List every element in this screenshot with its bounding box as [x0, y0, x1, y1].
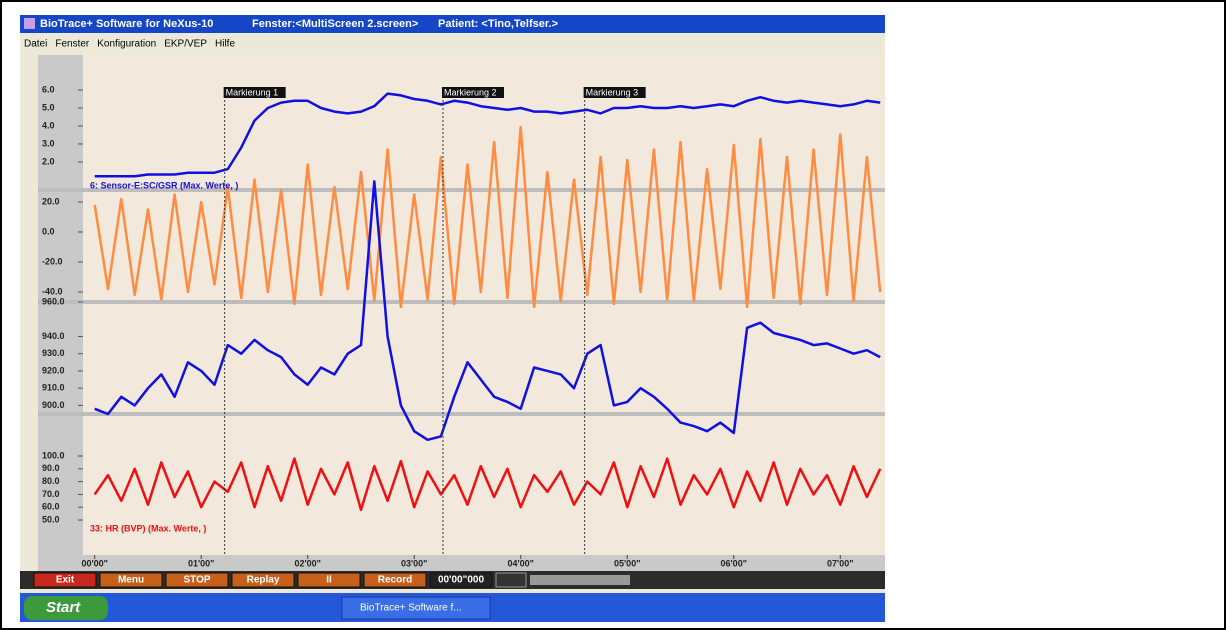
- toolbar-button[interactable]: [99, 572, 163, 588]
- task-button[interactable]: [341, 596, 491, 620]
- time-strip: [38, 555, 885, 571]
- toolbar-label[interactable]: II: [326, 575, 332, 586]
- y-tick-label: 0.0: [42, 226, 55, 236]
- toolbar-button[interactable]: [165, 572, 229, 588]
- window-screen: Fenster:<MultiScreen 2.screen>: [252, 18, 418, 30]
- x-tick-label: 00'00": [81, 558, 107, 568]
- menu-item[interactable]: Konfiguration: [97, 39, 156, 50]
- y-tick-label: 900.0: [42, 400, 65, 410]
- marker-label: Markierung 3: [586, 87, 639, 97]
- toolbar-label[interactable]: Menu: [118, 575, 144, 586]
- toolbar-label[interactable]: Replay: [247, 575, 280, 586]
- menu-item[interactable]: Datei: [24, 39, 47, 50]
- window-title: BioTrace+ Software for NeXus-10: [40, 18, 213, 30]
- panel-label: 6: Sensor-E:SC/GSR (Max. Werte, ): [90, 180, 238, 190]
- start-label[interactable]: Start: [46, 599, 81, 616]
- x-tick-label: 01'00": [188, 558, 214, 568]
- y-tick-label: 3.0: [42, 138, 55, 148]
- panel-separator: [38, 300, 885, 304]
- x-tick-label: 03'00": [401, 558, 427, 568]
- y-tick-label: 940.0: [42, 331, 65, 341]
- toolbar-label[interactable]: STOP: [183, 575, 210, 586]
- axis-strip: [38, 55, 83, 559]
- menu-item[interactable]: EKP/VEP: [164, 39, 207, 50]
- trace: [93, 125, 882, 309]
- toolbar-label[interactable]: Exit: [56, 575, 75, 586]
- chart-area: [38, 55, 885, 559]
- panel-separator: [38, 188, 885, 192]
- app-icon: [24, 18, 35, 29]
- y-tick-label: 960.0: [42, 296, 65, 306]
- y-tick-label: 920.0: [42, 365, 65, 375]
- y-tick-label: -40.0: [42, 286, 63, 296]
- seek-button[interactable]: [495, 572, 527, 588]
- trace: [94, 180, 881, 442]
- marker-box: [583, 87, 646, 98]
- x-tick-label: 06'00": [721, 558, 747, 568]
- panel-label: 33: HR (BVP) (Max. Werte, ): [90, 523, 206, 533]
- y-tick-label: 2.0: [42, 156, 55, 166]
- marker-box: [441, 87, 504, 98]
- y-tick-label: 90.0: [42, 463, 60, 473]
- y-tick-label: 80.0: [42, 476, 60, 486]
- seek-bar[interactable]: [530, 575, 630, 585]
- window-patient: Patient: <Tino,Telfser.>: [438, 18, 558, 30]
- menu-item[interactable]: Hilfe: [215, 39, 235, 50]
- x-tick-label: 07'00": [827, 558, 853, 568]
- toolbar-button[interactable]: [363, 572, 427, 588]
- panel-separator: [38, 412, 885, 416]
- marker-box: [223, 87, 286, 98]
- x-tick-label: 04'00": [508, 558, 534, 568]
- start-button[interactable]: [24, 596, 108, 620]
- toolbar-button[interactable]: [429, 572, 493, 588]
- y-tick-label: 50.0: [42, 514, 60, 524]
- y-tick-label: 4.0: [42, 120, 55, 130]
- y-tick-label: 60.0: [42, 502, 60, 512]
- x-tick-label: 05'00": [614, 558, 640, 568]
- y-tick-label: 5.0: [42, 102, 55, 112]
- x-tick-label: 02'00": [295, 558, 321, 568]
- toolbar-label[interactable]: Record: [378, 575, 412, 586]
- toolbar-button[interactable]: [231, 572, 295, 588]
- toolbar-label[interactable]: 00'00"000: [438, 575, 484, 586]
- y-tick-label: -20.0: [42, 256, 63, 266]
- y-tick-label: 70.0: [42, 489, 60, 499]
- marker-label: Markierung 2: [444, 87, 497, 97]
- trace: [93, 457, 882, 512]
- marker-label: Markierung 1: [226, 87, 279, 97]
- y-tick-label: 910.0: [42, 383, 65, 393]
- title-bar: [20, 15, 885, 33]
- task-label[interactable]: BioTrace+ Software f...: [360, 603, 462, 614]
- y-tick-label: 20.0: [42, 196, 60, 206]
- toolbar-button[interactable]: [297, 572, 361, 588]
- y-tick-label: 6.0: [42, 84, 55, 94]
- toolbar-button[interactable]: [33, 572, 97, 588]
- menu-bar: [20, 33, 885, 55]
- y-tick-label: 930.0: [42, 348, 65, 358]
- trace: [94, 92, 881, 178]
- y-tick-label: 100.0: [42, 450, 65, 460]
- menu-item[interactable]: Fenster: [55, 39, 90, 50]
